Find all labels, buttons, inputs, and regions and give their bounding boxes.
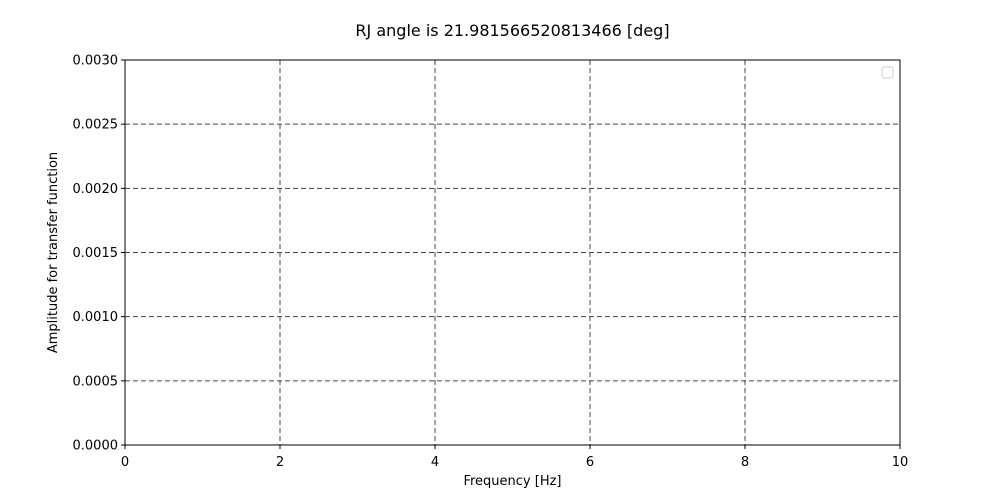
y-tick-label: 0.0005 (73, 374, 119, 389)
x-axis-ticks: 0 2 4 6 8 10 (121, 445, 908, 470)
legend-box (881, 66, 894, 79)
chart-title: RJ angle is 21.981566520813466 [deg] (355, 21, 669, 40)
y-axis-label: Amplitude for transfer function (46, 152, 61, 353)
x-axis-label: Frequency [Hz] (463, 474, 561, 489)
x-tick-label: 6 (586, 455, 594, 470)
legend (881, 66, 894, 79)
y-tick-label: 0.0010 (73, 310, 119, 325)
y-tick-label: 0.0015 (73, 246, 119, 261)
y-tick-label: 0.0025 (73, 118, 119, 133)
y-axis-ticks: 0.0000 0.0005 0.0010 0.0015 0.0020 0.0025 0.00… (73, 54, 125, 454)
x-tick-label: 10 (892, 455, 909, 470)
y-tick-label: 0.0000 (73, 439, 119, 454)
x-tick-label: 2 (276, 455, 284, 470)
x-tick-label: 8 (741, 455, 749, 470)
y-tick-label: 0.0020 (73, 182, 119, 197)
y-tick-label: 0.0030 (73, 54, 119, 69)
x-tick-label: 4 (431, 455, 439, 470)
x-tick-label: 0 (121, 455, 129, 470)
